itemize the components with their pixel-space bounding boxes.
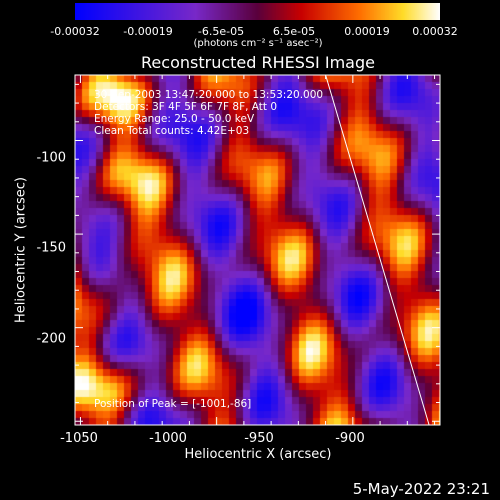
plot-frame (74, 74, 441, 426)
x-tick-label: -900 (335, 431, 365, 446)
heatmap-image (75, 75, 440, 425)
colorbar-tick: 0.00032 (412, 25, 458, 38)
y-tick-label: -200 (36, 331, 66, 347)
y-tick-label: -100 (36, 150, 66, 166)
colorbar-tick: 6.5e-05 (272, 25, 316, 38)
axis-ticks (75, 75, 440, 425)
y-tick-label: -150 (36, 240, 66, 256)
colorbar-tick: 0.00019 (344, 25, 390, 38)
x-tick-label: -1000 (149, 431, 187, 446)
colorbar-tick: -6.5e-05 (197, 25, 245, 38)
info-line-counts: Clean Total counts: 4.42E+03 (94, 125, 250, 137)
x-tick-label: -950 (244, 431, 274, 446)
chart-title: Reconstructed RHESSI Image (141, 53, 375, 72)
info-line-time: 30-Sep-2003 13:47:20.000 to 13:53:20.000 (94, 89, 324, 101)
timestamp: 5-May-2022 23:21 (352, 480, 490, 498)
y-axis-label: Heliocentric Y (arcsec) (13, 177, 29, 323)
colorbar-unit-label: (photons cm⁻² s⁻¹ asec⁻²) (193, 38, 323, 49)
colorbar (75, 3, 440, 20)
x-tick-label: -1050 (60, 431, 98, 446)
info-line-energy: Energy Range: 25.0 - 50.0 keV (94, 113, 255, 125)
colorbar-tick: -0.00019 (123, 25, 173, 38)
peak-position-label: Position of Peak = [-1001,-86] (94, 398, 252, 410)
colorbar-tick: -0.00032 (50, 25, 100, 38)
x-axis-label: Heliocentric X (arcsec) (184, 447, 332, 462)
solar-limb-line (325, 74, 430, 426)
info-line-detectors: Detectors: 3F 4F 5F 6F 7F 8F, Att 0 (94, 101, 278, 113)
